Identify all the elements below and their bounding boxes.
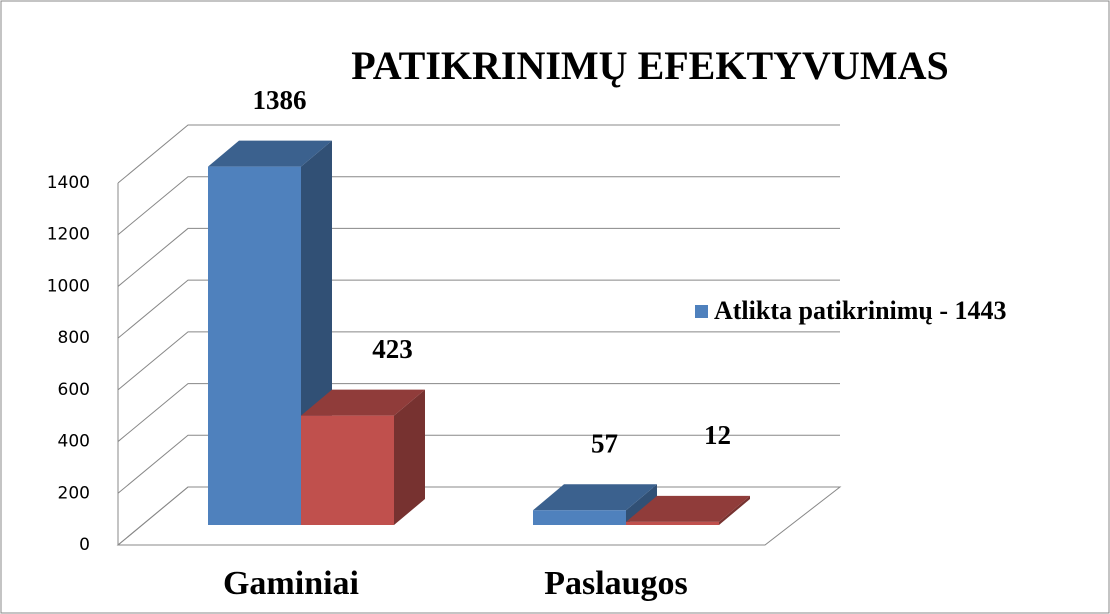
legend-label: Atlikta patikrinimų - 1443	[714, 296, 1007, 325]
y-tick-label: 0	[79, 535, 90, 555]
data-label: 423	[372, 334, 413, 364]
bar	[626, 521, 719, 525]
grid-line	[117, 331, 840, 391]
bar-side	[626, 484, 657, 525]
grid-line	[117, 279, 840, 339]
data-label: 12	[704, 420, 731, 450]
floor	[116, 486, 842, 546]
grid-line	[117, 434, 840, 494]
bar-side	[394, 389, 425, 525]
grid-line	[117, 227, 840, 287]
legend-swatch	[695, 305, 708, 318]
bar-top	[533, 484, 657, 511]
x-tick-label: Paslaugos	[544, 565, 688, 602]
bar	[301, 415, 394, 525]
bar-top	[626, 495, 750, 522]
x-tick-label: Gaminiai	[223, 565, 359, 602]
y-tick-label: 1400	[47, 173, 90, 193]
grid-line	[117, 383, 840, 442]
grid-line	[117, 124, 840, 184]
y-tick-label: 1200	[47, 225, 90, 245]
y-tick-label: 800	[58, 328, 90, 348]
bar-top	[301, 389, 425, 416]
bar-side	[719, 495, 750, 525]
grid-line	[117, 176, 840, 236]
y-tick-label: 600	[58, 380, 90, 400]
bar	[533, 510, 626, 525]
bar-top	[208, 140, 332, 167]
y-tick-label: 400	[58, 432, 90, 452]
bar	[208, 166, 301, 525]
chart-title: PATIKRINIMŲ EFEKTYVUMAS	[351, 43, 948, 88]
y-tick-label: 200	[58, 483, 90, 503]
data-label: 1386	[253, 85, 307, 115]
data-label: 57	[591, 428, 618, 458]
y-tick-label: 1000	[47, 276, 90, 296]
